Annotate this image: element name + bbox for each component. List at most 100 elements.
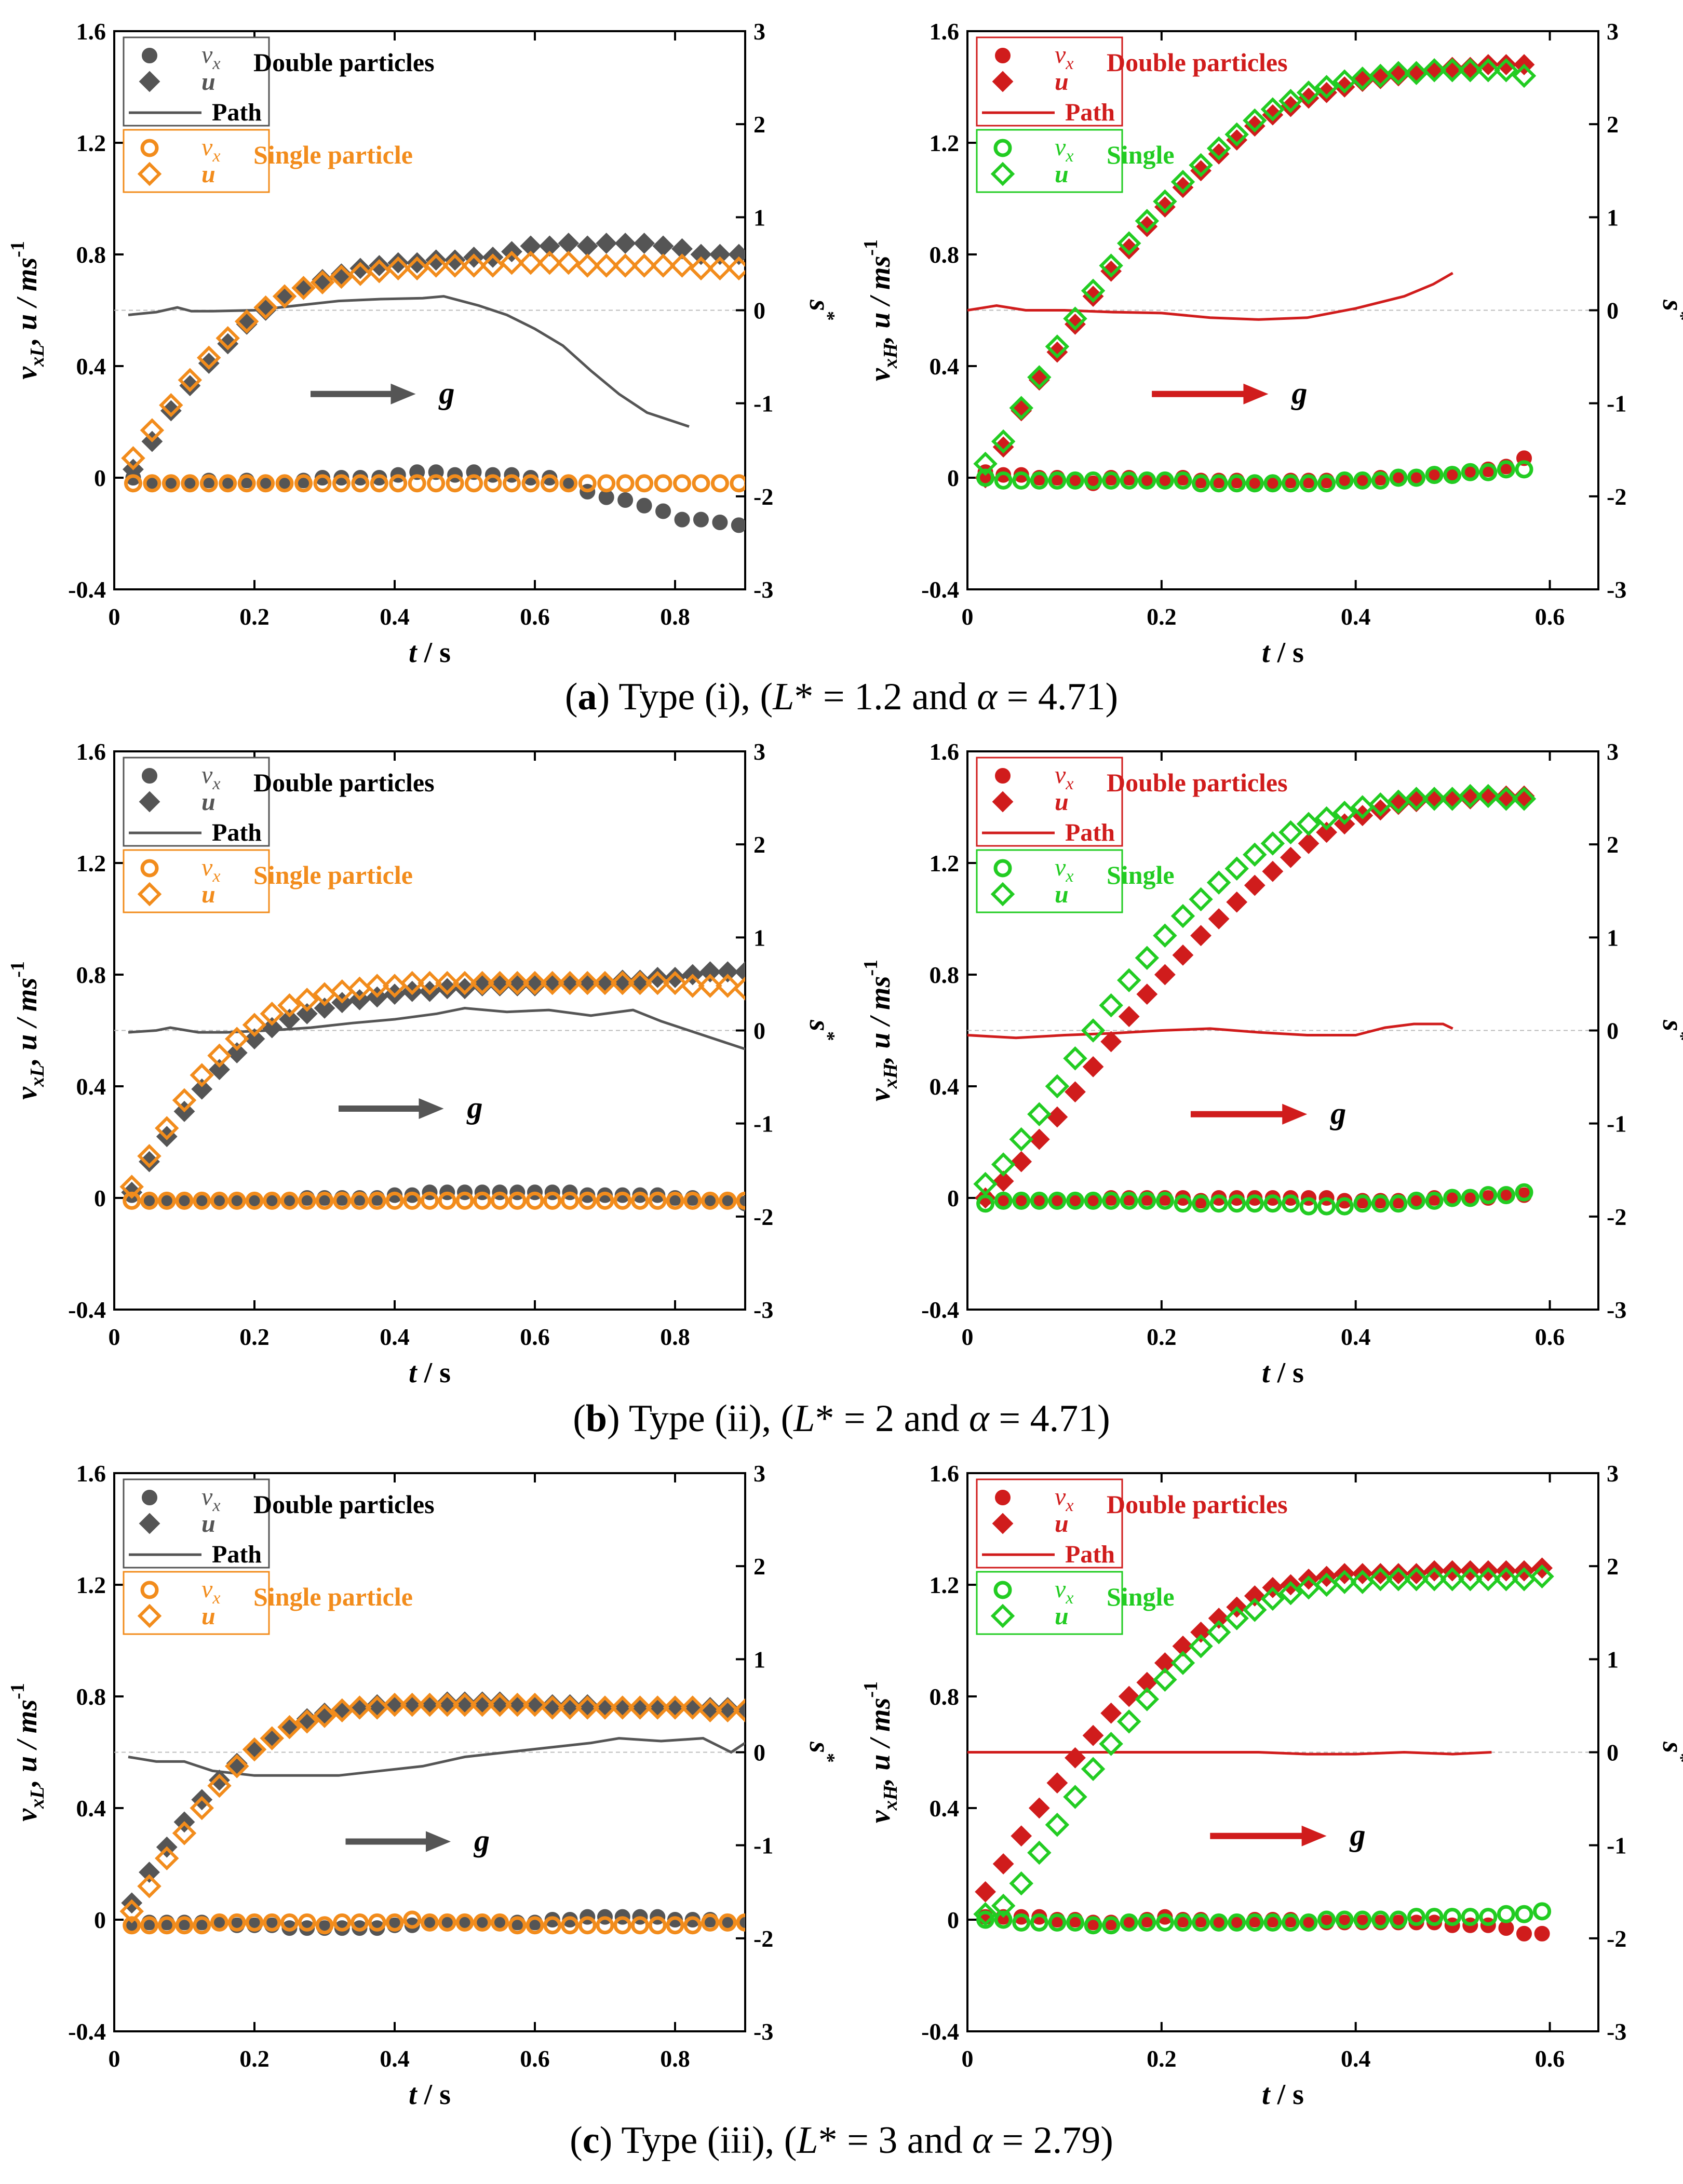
legend-title: Double particles: [253, 768, 435, 797]
data-layer: [967, 1557, 1554, 1942]
data-point: [1497, 1905, 1515, 1923]
data-point: [210, 1191, 228, 1210]
y2-tick-label: 2: [1607, 111, 1619, 138]
data-point: [1404, 1567, 1429, 1592]
series-vx-single: [123, 1191, 745, 1210]
x-tick-label: 0.2: [239, 2045, 270, 2072]
y2-tick-label: 0: [753, 1018, 765, 1044]
legend-vx-marker: [995, 1490, 1011, 1505]
data-point: [1030, 1191, 1048, 1210]
data-point: [1533, 1902, 1552, 1921]
data-point: [666, 1191, 684, 1210]
data-point: [1084, 1916, 1102, 1935]
data-point: [673, 474, 691, 493]
data-point: [1243, 108, 1267, 133]
arrow-head: [1243, 383, 1269, 405]
data-point: [1314, 806, 1339, 831]
y-tick-label: -0.4: [921, 1297, 959, 1323]
data-point: [488, 970, 512, 995]
data-point: [139, 1862, 160, 1883]
data-point: [367, 259, 392, 284]
data-point: [365, 974, 389, 998]
data-point: [178, 368, 203, 393]
legend-vx-label: vx: [201, 854, 220, 886]
data-point: [1174, 471, 1192, 490]
data-point: [1298, 832, 1320, 854]
arrow-head: [391, 383, 416, 405]
legend-u-marker: [992, 1513, 1014, 1534]
x-tick-label: 0: [109, 1324, 120, 1350]
data-point: [1461, 1189, 1479, 1207]
y-tick-label: 0.8: [930, 962, 960, 988]
x-tick-label: 0.6: [1535, 2045, 1565, 2072]
data-point: [701, 1191, 719, 1210]
y-tick-label: 1.6: [930, 1460, 960, 1487]
data-point: [1260, 97, 1285, 122]
series-u-single: [973, 58, 1537, 476]
path-line: [967, 272, 1453, 321]
data-point: [435, 970, 460, 995]
data-point: [190, 1796, 214, 1821]
data-point: [1368, 1567, 1393, 1592]
data-point: [1263, 1194, 1282, 1213]
data-point: [137, 1144, 161, 1168]
data-point: [140, 1916, 158, 1935]
data-point: [1244, 874, 1265, 896]
data-point: [280, 1913, 299, 1932]
legend-u-label: u: [201, 160, 216, 188]
legend-single: vxu Single: [976, 1571, 1175, 1635]
data-point: [1084, 1191, 1102, 1210]
data-point: [1280, 846, 1301, 868]
data-point: [1299, 1197, 1318, 1216]
y-tick-label: 1.2: [76, 130, 106, 156]
data-point: [1243, 1598, 1267, 1622]
data-point: [1371, 1194, 1390, 1213]
data-point: [648, 1916, 667, 1935]
data-point: [1496, 54, 1517, 75]
data-point: [405, 256, 429, 281]
y-tick-label: 1.2: [76, 1572, 106, 1598]
data-point: [438, 1191, 456, 1210]
legend-title: Double particles: [253, 1490, 435, 1519]
legend-vx-marker: [993, 139, 1012, 157]
series-u-double: [121, 961, 745, 1203]
data-point: [1153, 923, 1177, 948]
y2-tick-label: 3: [1607, 738, 1619, 765]
series-vx-single: [123, 1910, 745, 1935]
data-point: [991, 429, 1016, 454]
data-point: [976, 1910, 995, 1929]
data-point: [312, 268, 333, 290]
data-point: [576, 1694, 598, 1716]
data-point: [446, 474, 464, 493]
data-point: [1192, 474, 1210, 493]
data-point: [1189, 153, 1213, 178]
data-point: [1082, 1724, 1104, 1746]
x-tick-label: 0: [962, 1324, 974, 1350]
data-point: [291, 276, 316, 300]
data-point: [1296, 812, 1321, 836]
data-point: [1099, 253, 1123, 278]
legend-vx-label: vx: [201, 761, 220, 793]
data-point: [690, 244, 712, 265]
data-point: [1476, 784, 1501, 808]
legend-single: vxu Single: [976, 849, 1175, 913]
data-point: [1045, 334, 1070, 359]
data-point: [648, 1191, 667, 1210]
legend-vx-label: vx: [201, 133, 220, 166]
y2-tick-label: -1: [1607, 390, 1626, 417]
series-u-single: [119, 1692, 745, 1924]
y-tick-label: -0.4: [921, 2018, 959, 2045]
data-point: [1281, 1194, 1300, 1213]
data-point: [406, 252, 428, 274]
data-point: [1048, 1913, 1067, 1932]
data-point: [368, 1191, 386, 1210]
data-point: [617, 492, 634, 508]
data-point: [522, 1692, 547, 1717]
data-point: [1116, 1709, 1141, 1734]
x-tick-label: 0.4: [380, 603, 410, 630]
data-point: [298, 1191, 316, 1210]
data-point: [121, 446, 145, 470]
y2-tick-label: -3: [753, 576, 773, 603]
legend-vx-label: vx: [1055, 133, 1073, 166]
data-point: [349, 258, 371, 279]
